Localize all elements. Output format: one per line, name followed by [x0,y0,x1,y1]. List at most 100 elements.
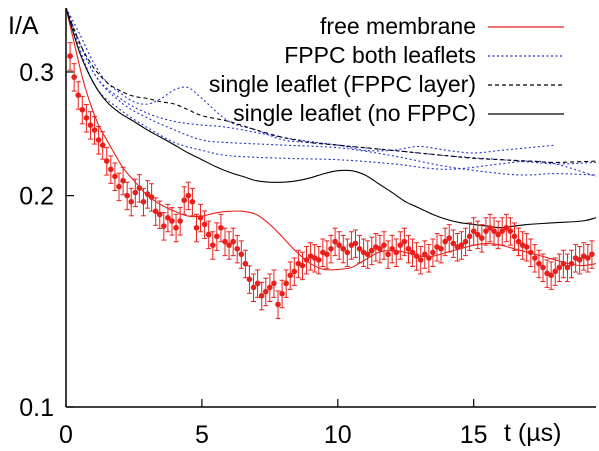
y-tick-label: 0.2 [19,183,54,211]
data-point [487,224,493,231]
series-line [66,8,556,154]
data-point [132,189,139,196]
data-point [303,257,310,263]
data-point [99,142,106,148]
data-point [397,242,404,248]
legend-label-fppc-both: FPPC both leaflets [284,42,476,68]
data-point [417,257,424,263]
data-point [291,268,298,275]
data-point [364,251,371,258]
data-point [491,228,497,234]
data-point [258,292,265,299]
data-point [540,264,546,271]
data-point [120,177,126,184]
data-point [585,255,591,261]
data-point [426,255,432,261]
data-point [238,251,245,258]
data-point [197,214,204,221]
legend-label-free-membrane: free membrane [320,13,476,39]
data-point [532,255,538,261]
data-point [71,74,77,80]
data-point [234,245,241,252]
y-tick-label: 0.1 [19,394,54,422]
data-point [267,284,273,291]
data-point [356,245,363,252]
data-point [511,233,518,240]
data-point [95,137,102,143]
data-point [189,198,196,205]
data-point [576,257,583,263]
data-point [116,183,122,190]
data-point [271,280,277,287]
data-point [405,245,412,252]
data-point [340,245,347,252]
data-point [250,284,257,291]
legend-label-no-fppc: single leaflet (no FPPC) [233,100,476,126]
data-point [495,231,501,238]
data-point [589,251,595,258]
data-point [193,224,200,231]
data-point [165,214,171,221]
data-point [556,264,563,271]
data-point [499,228,506,234]
data-point [474,231,481,238]
data-point [181,197,188,204]
data-point [344,249,351,256]
data-point [185,192,192,199]
data-point [332,238,338,245]
data-point [385,251,391,258]
data-point [328,245,334,252]
data-point [79,106,86,113]
data-point [246,276,253,283]
data-point [169,218,175,224]
data-point [389,245,395,252]
data-point [279,290,285,297]
data-point [446,235,453,241]
data-point [214,233,220,240]
ticks: 0 5 10 15 0.1 0.2 0.3 [19,59,487,449]
data-point [442,238,448,245]
data-point [479,235,485,241]
data-point [401,238,408,245]
data-point [352,240,359,247]
data-point [458,242,465,248]
data-point [527,249,534,256]
data-point [421,251,428,258]
data-point [548,272,554,279]
data-point [287,272,294,279]
data-point [218,224,224,231]
series-line [66,8,596,163]
data-point [368,247,375,254]
x-axis-label: t (µs) [504,419,561,447]
data-point [103,158,110,164]
data-point [515,238,522,245]
data-point [377,245,383,252]
legend: free membrane FPPC both leaflets single … [209,13,564,126]
data-point [148,194,155,200]
data-point [222,238,228,245]
x-tick-label: 10 [324,421,352,449]
legend-label-fppc-layer: single leaflet (FPPC layer) [209,71,476,97]
data-point [552,268,559,275]
data-point [275,301,281,308]
data-point [262,288,269,295]
data-point [336,242,342,248]
data-point [523,244,530,250]
data-point [161,223,167,229]
data-point [564,264,571,271]
data-point [83,115,90,121]
data-point [483,228,489,234]
data-point [108,166,114,173]
data-point [568,260,575,267]
data-point [209,242,216,248]
data-point [226,242,232,248]
data-point [430,249,436,256]
data-point [560,260,567,267]
data-point [201,221,208,228]
data-point [136,185,143,191]
data-point [230,238,236,245]
x-tick-label: 5 [195,421,209,449]
data-point [413,253,420,259]
y-axis-label: I/A [8,12,39,40]
